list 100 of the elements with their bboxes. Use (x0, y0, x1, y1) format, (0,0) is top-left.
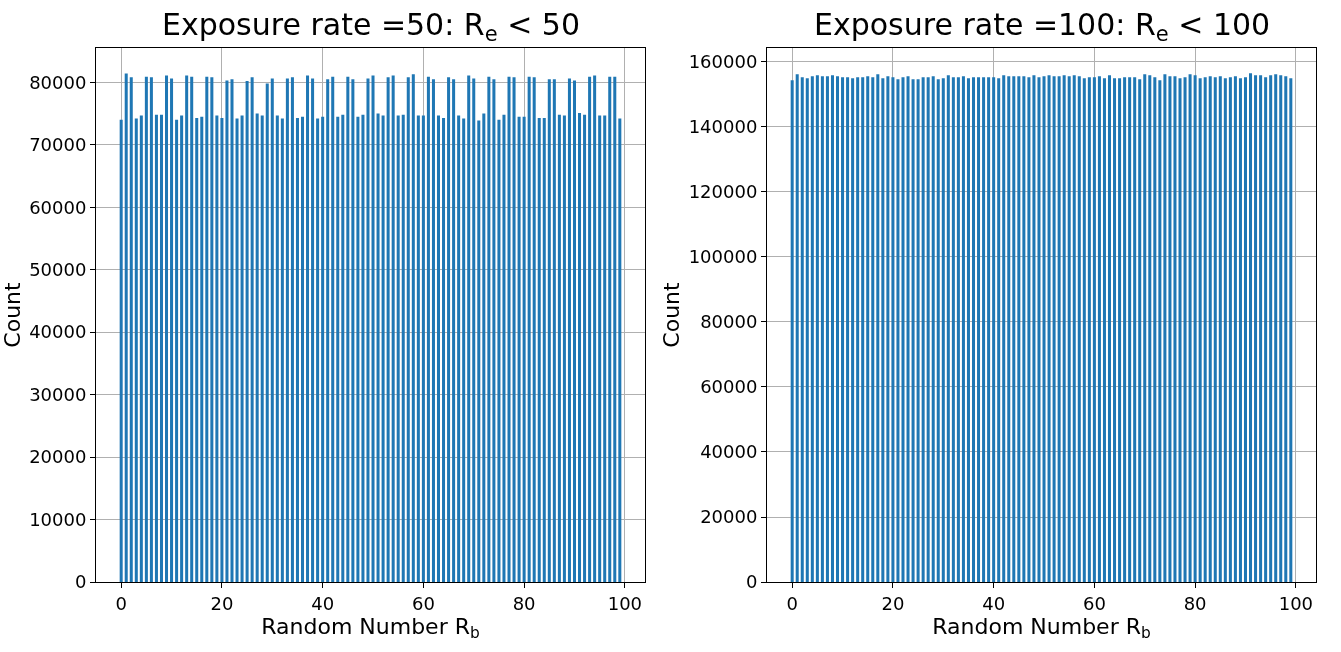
x-tick-label: 20 (881, 592, 905, 614)
bar (144, 76, 148, 582)
bar (376, 113, 380, 582)
bar (175, 119, 179, 582)
bar (411, 74, 415, 582)
bar (190, 76, 194, 582)
bar (290, 77, 294, 582)
bar (220, 117, 224, 582)
x-tick-label: 60 (411, 592, 435, 614)
bar (578, 112, 582, 582)
bar (361, 114, 365, 582)
bar (265, 83, 269, 582)
bar (426, 76, 430, 582)
bar (462, 118, 466, 582)
x-tick-label: 60 (1082, 592, 1106, 614)
bar (492, 79, 496, 582)
y-tick-label: 60000 (29, 196, 87, 218)
bar (205, 76, 209, 582)
bar (300, 116, 305, 582)
bar (618, 118, 622, 582)
bar (134, 118, 138, 582)
bar (215, 115, 219, 582)
bar (517, 116, 521, 582)
y-tick-label: 80000 (29, 71, 87, 93)
bar (532, 77, 536, 582)
y-axis-title: Count (0, 281, 25, 348)
bar (295, 117, 299, 582)
y-tick-label: 40000 (700, 441, 758, 463)
bar (129, 77, 133, 582)
bar (270, 78, 274, 582)
bar (240, 115, 244, 582)
bar (482, 113, 486, 582)
bar (351, 79, 355, 582)
bar (396, 115, 400, 582)
bar (225, 80, 229, 582)
chart-title: Exposure rate =50: R$_{e}$ < 50 (162, 7, 581, 47)
y-tick-label: 0 (74, 571, 87, 593)
bar (230, 79, 234, 582)
bar (527, 76, 531, 582)
bar (401, 114, 405, 582)
bar (431, 79, 435, 582)
bar (326, 79, 330, 582)
bar (487, 76, 491, 582)
bar (436, 115, 441, 582)
y-tick-label: 0 (745, 571, 758, 593)
x-tick-label: 0 (115, 592, 127, 614)
bar (603, 115, 607, 582)
bar (255, 113, 259, 582)
bar (608, 76, 612, 582)
bar (165, 75, 169, 582)
bar (285, 78, 289, 582)
bar (250, 77, 254, 582)
bar (512, 77, 516, 582)
y-tick-label: 60000 (700, 376, 758, 398)
bar (557, 114, 561, 582)
x-tick-label: 40 (311, 592, 335, 614)
y-tick-label: 140000 (688, 116, 758, 138)
bar (170, 78, 174, 582)
x-tick-label: 100 (607, 592, 643, 614)
bar (316, 118, 320, 582)
bar (210, 77, 214, 582)
bar (406, 77, 410, 582)
bar (245, 81, 249, 582)
bar (598, 115, 602, 582)
bar (477, 120, 481, 582)
bar (457, 115, 461, 582)
y-tick-label: 10000 (29, 508, 87, 530)
bar (542, 117, 546, 582)
bar (331, 76, 335, 582)
y-tick-label: 20000 (29, 446, 87, 468)
bar (467, 75, 471, 582)
y-tick-label: 100000 (688, 246, 758, 268)
bar (572, 80, 576, 582)
y-tick-label: 70000 (29, 134, 87, 156)
bar (386, 77, 390, 582)
bar (185, 75, 189, 582)
bar (366, 78, 370, 582)
y-axis-title: Count (659, 281, 685, 348)
bar (200, 116, 204, 582)
bar (567, 78, 571, 582)
y-tick-label: 50000 (29, 259, 87, 281)
bar (356, 116, 360, 582)
bar (522, 116, 526, 582)
bar (321, 116, 325, 582)
bar (124, 73, 128, 582)
bar (306, 75, 310, 582)
chart-title: Exposure rate =100: R$_{e}$ < 100 (814, 7, 1271, 47)
y-tick-label: 20000 (700, 506, 758, 528)
bar (507, 76, 511, 582)
bar (346, 76, 350, 582)
bar (472, 78, 476, 582)
x-axis-title: Random Number R$_{b}$ (932, 613, 1151, 643)
bar (562, 115, 566, 582)
bar (280, 118, 284, 582)
bar (139, 115, 143, 582)
bar (588, 76, 592, 582)
bar (154, 114, 158, 582)
bar (381, 115, 385, 582)
bar (552, 79, 556, 582)
bar (195, 117, 199, 582)
